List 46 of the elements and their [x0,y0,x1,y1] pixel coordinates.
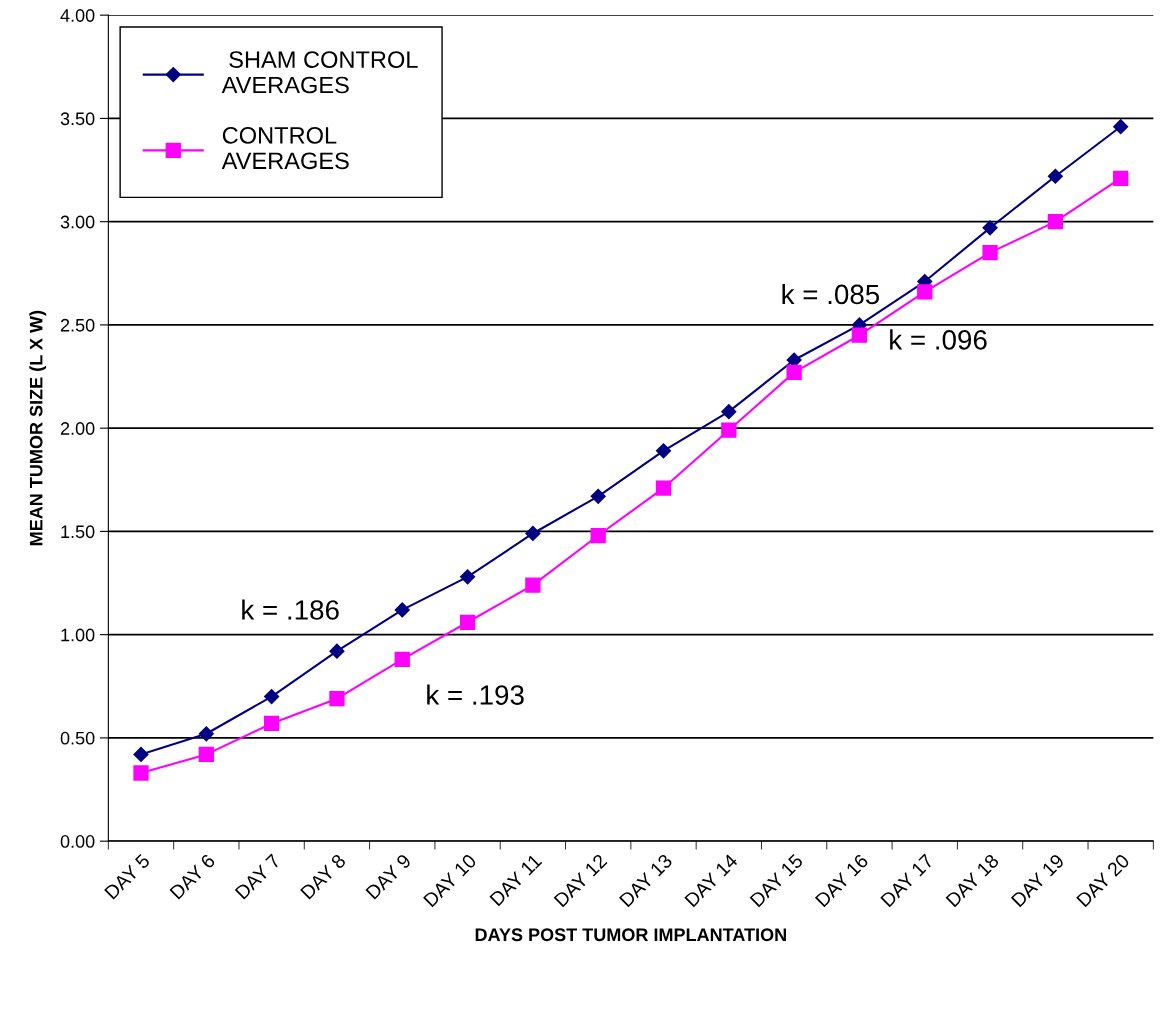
point [329,691,345,707]
point [525,577,541,593]
point [1047,168,1063,184]
point [1113,170,1129,186]
legend-label: SHAM CONTROL AVERAGES [221,51,418,94]
y-tick-label: 0.00 [60,835,95,848]
point [133,746,149,762]
y-tick-label: 1.50 [61,525,95,539]
point [851,327,868,343]
y-tick-label: 1.00 [61,628,95,642]
point [982,244,998,261]
y-tick-label: 2.00 [60,422,95,435]
annotation: k = .193 [427,684,524,705]
point [590,527,606,544]
point [459,614,476,630]
point [721,404,737,420]
point [786,364,802,381]
point [917,284,933,300]
y-tick-label: 0.50 [60,731,95,745]
annotation: k = .186 [242,599,339,620]
legend-label: CONTROL AVERAGES [221,126,349,170]
y-tick-label: 3.50 [60,112,95,126]
point [1047,214,1064,230]
annotation: k = .085 [782,283,880,305]
point [721,422,737,438]
point [263,715,280,732]
point [198,746,214,763]
point [394,651,410,668]
point [133,765,149,781]
point [982,220,998,236]
point [1113,119,1129,135]
point [394,602,410,618]
point [655,480,672,496]
y-tick-label: 4.00 [60,9,95,22]
point [329,643,345,659]
point [525,525,541,542]
point [655,443,672,459]
point [264,689,280,705]
x-axis-title: DAYS POST TUMOR IMPLANTATION [475,928,786,942]
y-tick-label: 3.00 [60,215,95,229]
y-axis-title: MEAN TUMOR SIZE (L X W) [29,310,47,546]
y-tick-label: 2.50 [60,318,95,332]
point [459,569,476,585]
point [590,488,606,504]
point [198,726,214,742]
annotation: k = .096 [890,329,987,350]
